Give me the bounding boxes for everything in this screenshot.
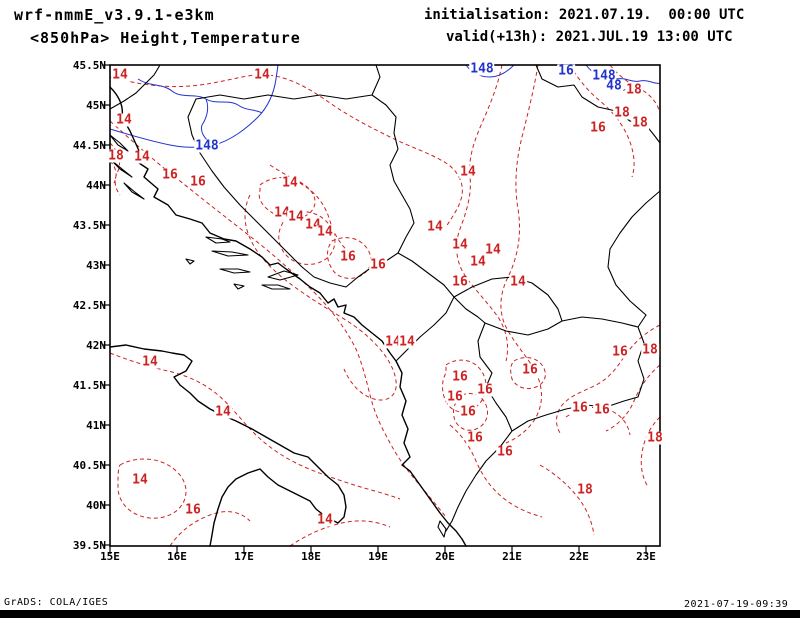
- contour-label: 18: [613, 105, 631, 121]
- contour-label: 14: [384, 334, 402, 350]
- contour-label: 148: [194, 138, 220, 154]
- temperature-contours-north: [109, 74, 463, 518]
- lat-tick-label: 45.5N: [72, 59, 106, 72]
- contour-label: 14: [451, 237, 469, 253]
- lon-tick-label: 20E: [435, 550, 455, 563]
- contour-label: 16: [369, 257, 387, 273]
- lat-tick-label: 44.5N: [72, 139, 106, 152]
- contour-label: 14: [273, 205, 291, 221]
- lat-tick-label: 45N: [86, 99, 106, 112]
- contour-label: 16: [521, 362, 539, 378]
- contour-label: 18: [646, 430, 664, 446]
- contour-label: 16: [611, 344, 629, 360]
- lon-tick-label: 19E: [368, 550, 388, 563]
- contour-label: 14: [469, 254, 487, 270]
- lon-tick-label: 21E: [502, 550, 522, 563]
- contour-label: 16: [593, 402, 611, 418]
- map-area: 14 14 14 18 14 16 16 14 14 14 14 14 14 16 16 14 14 14 14 16…: [102, 61, 664, 554]
- contour-label: 16: [557, 63, 575, 79]
- lon-tick-label: 15E: [100, 550, 120, 563]
- lat-tick-label: 44N: [86, 179, 106, 192]
- contour-label: 18: [107, 148, 125, 164]
- contour-label: 16: [161, 167, 179, 183]
- contour-label: 14: [111, 67, 129, 83]
- contour-label: 14: [426, 219, 444, 235]
- contour-label: 14: [131, 472, 149, 488]
- islands-adriatic: [109, 134, 447, 538]
- contour-label: 18: [641, 342, 659, 358]
- contour-label: 14: [398, 334, 416, 350]
- contour-label: 14: [133, 149, 151, 165]
- lat-tick-label: 40.5N: [72, 459, 106, 472]
- contour-label: 16: [476, 382, 494, 398]
- contour-label: 14: [281, 175, 299, 191]
- temperature-contours-southwest: [109, 352, 401, 547]
- contour-label: 16: [446, 389, 464, 405]
- lon-tick-label: 23E: [636, 550, 656, 563]
- lat-tick-label: 41.5N: [72, 379, 106, 392]
- lon-tick-label: 16E: [167, 550, 187, 563]
- lon-tick-label: 17E: [234, 550, 254, 563]
- contour-label: 14: [214, 404, 232, 420]
- contour-label: 16: [184, 502, 202, 518]
- map-canvas: [102, 64, 661, 554]
- contour-label: 14: [484, 242, 502, 258]
- country-borders: [109, 64, 661, 532]
- lat-tick-label: 42.5N: [72, 299, 106, 312]
- contour-label: 148: [591, 68, 617, 84]
- contour-label: 16: [571, 400, 589, 416]
- contour-label: 16: [459, 404, 477, 420]
- contour-label: 14: [115, 112, 133, 128]
- lat-tick-label: 43.5N: [72, 219, 106, 232]
- contour-label: 148: [469, 61, 495, 77]
- contour-label: 14: [316, 512, 334, 528]
- axis-tick-marks: [102, 64, 647, 554]
- contour-label: 16: [339, 249, 357, 265]
- contour-label: 14: [253, 67, 271, 83]
- contour-label: 16: [589, 120, 607, 136]
- creation-timestamp: 2021-07-19-09:39: [684, 599, 789, 610]
- field-title: <850hPa> Height,Temperature: [30, 29, 301, 47]
- contour-label: 48: [605, 78, 623, 94]
- contour-label: 16: [451, 274, 469, 290]
- lat-tick-label: 42N: [86, 339, 106, 352]
- valid-time: valid(+13h): 2021.JUL.19 13:00 UTC: [446, 29, 733, 45]
- lat-tick-label: 41N: [86, 419, 106, 432]
- contour-label: 16: [451, 369, 469, 385]
- bottom-bar: [0, 610, 800, 618]
- contour-label: 14: [316, 224, 334, 240]
- contour-label: 18: [576, 482, 594, 498]
- contour-label: 14: [509, 274, 527, 290]
- coastline-italy: [109, 344, 347, 547]
- grads-credit: GrADS: COLA/IGES: [4, 597, 109, 608]
- init-time: initialisation: 2021.07.19. 00:00 UTC: [424, 7, 745, 23]
- lat-tick-label: 40N: [86, 499, 106, 512]
- lon-tick-label: 22E: [569, 550, 589, 563]
- lat-tick-label: 39.5N: [72, 539, 106, 552]
- contour-label: 16: [189, 174, 207, 190]
- lon-tick-label: 18E: [301, 550, 321, 563]
- contour-label: 18: [625, 82, 643, 98]
- contour-label: 16: [466, 430, 484, 446]
- model-title: wrf-nmmE_v3.9.1-e3km: [14, 6, 215, 24]
- contour-label: 16: [496, 444, 514, 460]
- contour-label: 14: [287, 209, 305, 225]
- lat-tick-label: 43N: [86, 259, 106, 272]
- contour-label: 14: [459, 164, 477, 180]
- river-lines: [137, 78, 263, 142]
- contour-label: 14: [141, 354, 159, 370]
- contour-label: 18: [631, 115, 649, 131]
